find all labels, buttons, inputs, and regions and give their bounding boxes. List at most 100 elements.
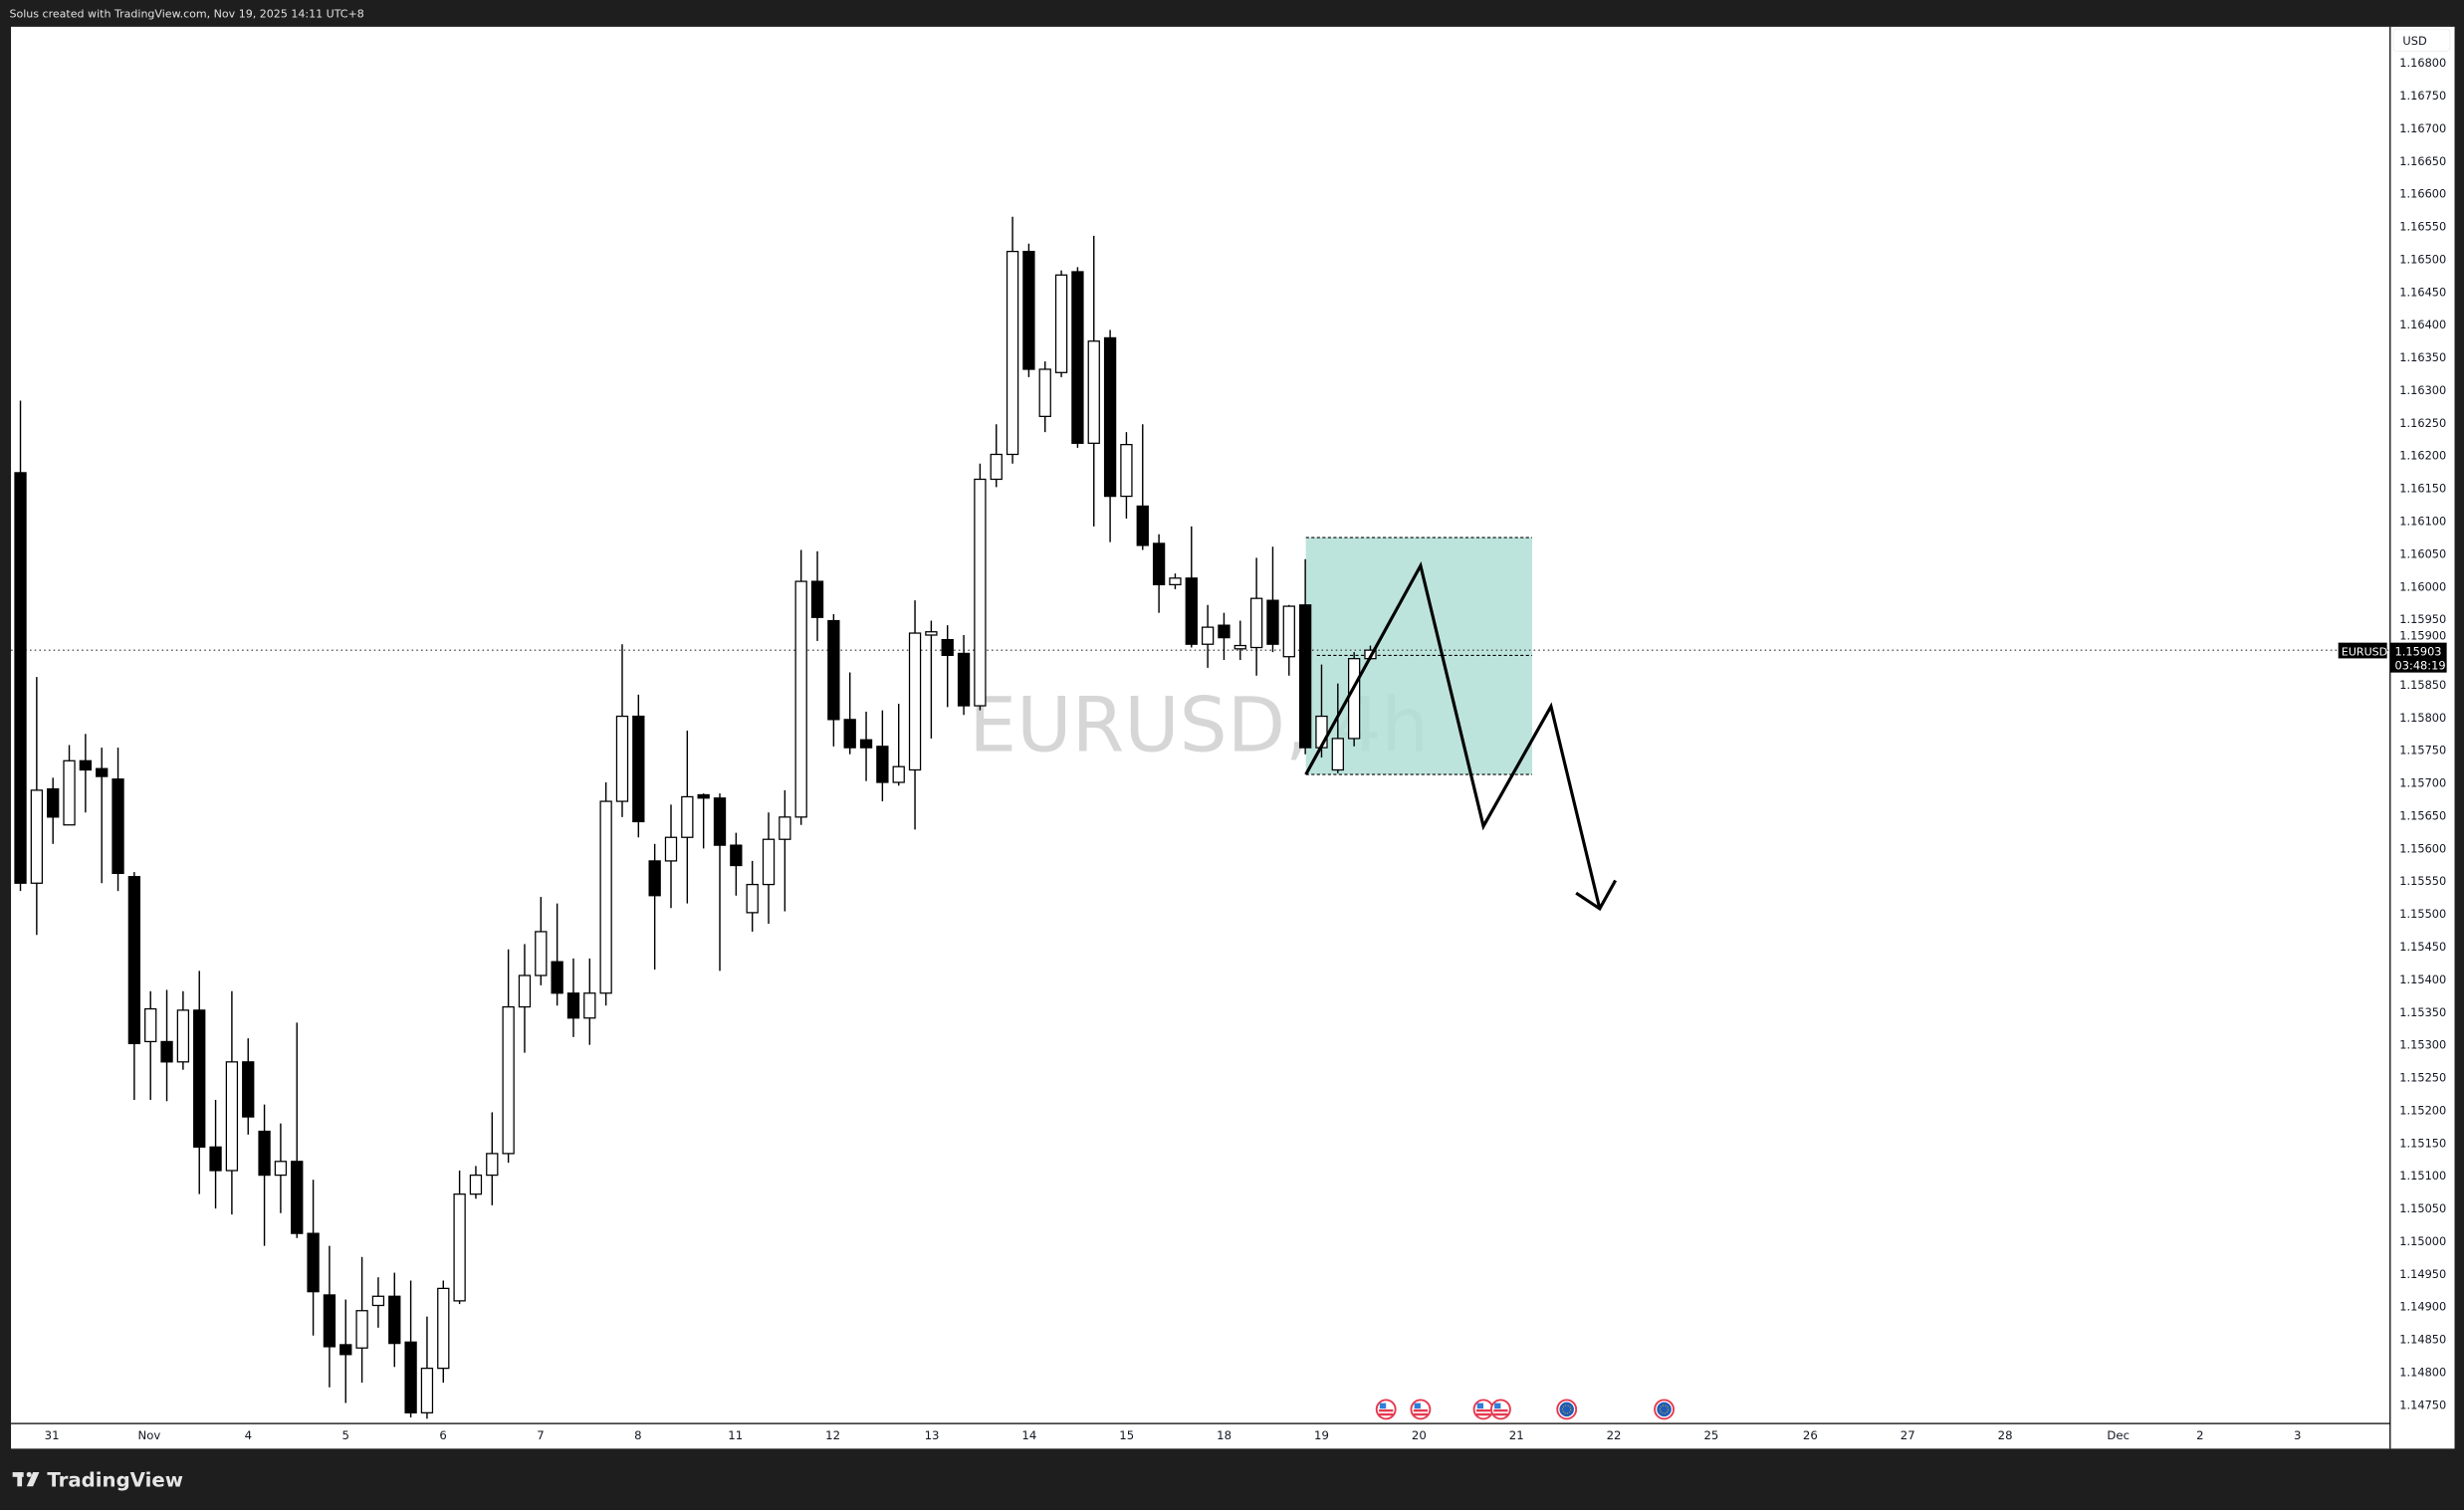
eu-flag-icon[interactable] [1654,1399,1675,1420]
bull-candle [583,958,596,1045]
bear-candle [1152,534,1166,613]
bear-candle [1136,424,1149,550]
zone-rect[interactable] [1305,538,1532,775]
candle-body [1120,443,1133,498]
last-price-tag: EURUSD 1.15903 03:48:19 [2338,642,2447,673]
us-flag-icon[interactable] [1410,1399,1432,1420]
candle-body [79,759,93,771]
price-axis[interactable]: USD 1.16800 1.16750 1.16700 1.16650 1.16600 1… [2392,28,2451,1411]
bear-candle [209,1099,222,1209]
time-tick-label: 14 [1021,1428,1036,1442]
time-tick-label: 15 [1119,1428,1134,1442]
bull-candle [371,1277,385,1328]
candle-body [1249,597,1263,649]
time-tick-label: 7 [537,1428,544,1442]
bear-candle [1071,267,1084,448]
candle-body [144,1007,157,1043]
tradingview-logo[interactable]: TradingView [12,1468,183,1491]
bull-candle [63,745,76,826]
candle-body [551,961,563,994]
candle-body [535,931,548,976]
price-tick-label: 1.15250 [2399,1071,2446,1085]
price-tick-label: 1.16250 [2399,416,2446,430]
bear-candle [14,400,27,892]
candle-body [388,1295,401,1345]
candle-body [339,1344,352,1356]
bull-candle [794,549,807,825]
price-tick-label: 1.15050 [2399,1201,2446,1215]
candle-body [632,715,645,823]
time-tick-label: 19 [1314,1428,1329,1442]
candle-body [437,1287,450,1370]
bull-candle [469,1166,483,1199]
bear-candle [307,1180,320,1336]
bull-candle [355,1256,368,1384]
price-tick-label: 1.16150 [2399,482,2446,496]
bull-candle [420,1316,434,1419]
price-tick-label: 1.16350 [2399,350,2446,364]
bear-candle [1298,558,1312,755]
candle-body [1136,505,1149,546]
price-tick-label: 1.15850 [2399,678,2446,692]
bear-candle [193,971,206,1194]
projection-path[interactable] [1304,560,1602,910]
chart-area[interactable] [11,26,2455,1449]
plot-pane[interactable]: EURUSD, 4h [11,216,2390,1420]
bull-candle [1331,683,1344,773]
candle-body [176,1009,190,1063]
candle-body [908,632,922,771]
bear-candle [404,1280,417,1417]
price-tick-label: 1.16000 [2399,579,2446,593]
bear-candle [876,710,889,802]
bear-candle [79,734,93,813]
bull-candle [1282,604,1295,676]
price-tick-label: 1.16100 [2399,515,2446,529]
time-axis[interactable]: 31 Nov 4 5 6 7 8 11 12 13 14 15 18 19 20 21 22 25 26 27 28 De… [45,1428,2302,1442]
target-zone[interactable] [1305,537,1532,775]
us-flag-icon[interactable] [1489,1399,1511,1420]
candle-body [453,1193,466,1302]
bull-candle [746,860,759,932]
eu-flag-icon[interactable] [1556,1399,1578,1420]
price-tick-label: 1.14800 [2399,1366,2446,1380]
bull-candle [892,704,905,786]
bear-candle [339,1299,352,1403]
candle-body [615,715,629,802]
candle-body [566,992,580,1019]
price-tick-label: 1.15800 [2399,711,2446,725]
price-tick-label: 1.15550 [2399,874,2446,888]
bull-candle [453,1170,466,1305]
bear-candle [1185,526,1198,648]
bear-candle [96,748,109,884]
candle-body [1022,250,1035,370]
candle-body [518,974,532,1008]
candle-body [225,1061,239,1172]
us-flag-icon[interactable] [1375,1399,1397,1420]
price-tick-label: 1.16650 [2399,154,2446,168]
bull-candle [1249,557,1263,676]
candles [14,216,1377,1419]
price-tick-label: 1.15750 [2399,744,2446,757]
us-flag-icon[interactable] [1472,1399,1494,1420]
price-tick-label: 1.15700 [2399,776,2446,790]
candle-body [323,1294,336,1348]
price-tick-label: 1.15950 [2399,612,2446,626]
bull-candle [535,897,548,985]
candle-body [96,767,109,777]
bull-candle [486,1112,499,1205]
bear-candle [957,635,971,716]
bull-candle [974,463,987,711]
candle-body [1071,271,1084,444]
candle-body [876,746,889,783]
economic-events[interactable] [1375,1399,1675,1420]
currency-button[interactable] [2392,28,2451,52]
bull-candle [1006,216,1019,464]
time-tick-label: 21 [1509,1428,1524,1442]
bull-candle [615,644,629,817]
price-tick-label: 1.16400 [2399,318,2446,331]
candle-body [1218,624,1231,639]
price-tick-label: 1.15650 [2399,808,2446,822]
time-tick-label: Dec [2107,1428,2129,1442]
bear-candle [47,777,60,844]
